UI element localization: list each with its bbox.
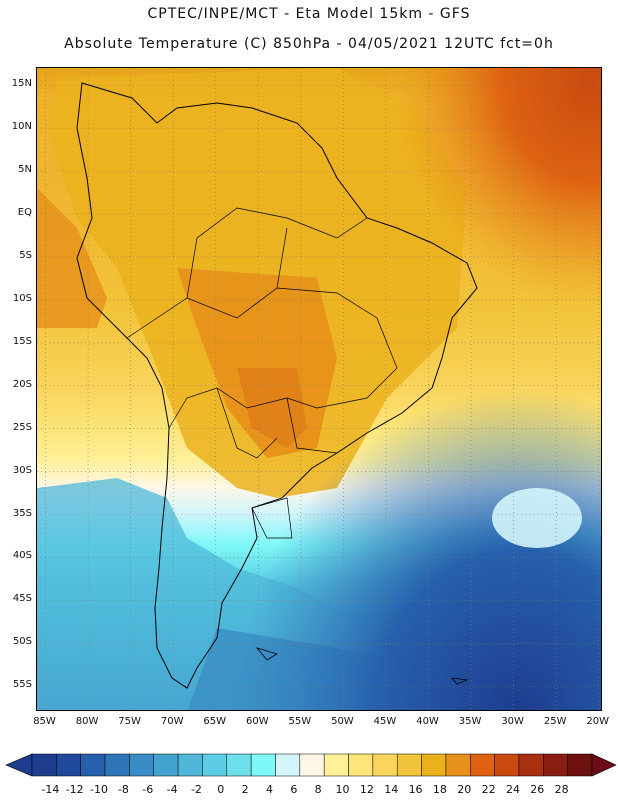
color-scale-swatch: [543, 753, 568, 777]
lat-label: 40S: [12, 550, 32, 562]
lat-label: 10S: [12, 292, 32, 304]
color-scale-label: -12: [65, 783, 84, 796]
color-scale-label: 0: [217, 783, 225, 796]
lon-label: 25W: [543, 716, 567, 727]
lat-label: 50S: [12, 636, 32, 648]
map-title-line-2: Absolute Temperature (C) 850hPa - 04/05/…: [64, 36, 554, 52]
color-scale-label: 18: [432, 783, 447, 796]
lat-label: 55S: [12, 679, 32, 691]
lat-label: 20S: [12, 378, 32, 390]
lat-lon-grid: [37, 68, 601, 710]
color-scale-swatch: [348, 753, 374, 777]
temperature-map: [36, 67, 602, 711]
color-scale-swatch: [104, 753, 130, 777]
color-scale-swatch: [372, 753, 398, 777]
lat-label: 25S: [12, 421, 32, 433]
color-scale-label: 6: [290, 783, 298, 796]
color-scale-swatch: [445, 753, 471, 777]
color-scale-swatch: [129, 753, 154, 777]
color-scale-swatch: [299, 753, 325, 777]
lat-label: 35S: [12, 507, 32, 519]
color-scale-swatch: [421, 753, 447, 777]
color-scale-swatch: [226, 753, 252, 777]
lon-label: 75W: [118, 716, 141, 727]
color-scale-swatch: [80, 753, 106, 777]
country-borders: [126, 207, 398, 539]
color-scale-bar: [5, 753, 617, 777]
color-scale-label: 4: [265, 783, 273, 796]
color-scale-swatch: [153, 753, 179, 777]
color-scale-label: 26: [530, 783, 545, 796]
lon-label: 80W: [75, 716, 99, 727]
color-scale-label: -2: [190, 783, 202, 796]
lon-label: 40W: [416, 716, 439, 727]
color-scale-swatch: [275, 753, 301, 777]
color-scale-label: 12: [359, 783, 374, 796]
lat-label: 15N: [11, 78, 32, 90]
under-range-triangle: [5, 753, 33, 777]
lat-label: 45S: [12, 593, 32, 605]
color-scale-label: 14: [384, 783, 399, 796]
lat-label: 30S: [12, 464, 32, 476]
color-scale-swatch: [202, 753, 228, 777]
islands: [255, 647, 469, 685]
over-range-triangle: [591, 753, 617, 777]
color-scale-swatch: [567, 753, 593, 777]
color-scale-label: 20: [457, 783, 472, 796]
color-scale-label: 28: [554, 783, 569, 796]
lon-label: 50W: [331, 716, 354, 727]
color-scale-swatch: [494, 753, 520, 777]
color-scale-label: -14: [41, 783, 60, 796]
color-scale-swatch: [323, 753, 349, 777]
color-scale-swatch: [56, 753, 81, 777]
color-scale-label: 22: [481, 783, 496, 796]
lat-label: 5N: [18, 164, 32, 176]
color-scale-swatch: [518, 753, 544, 777]
color-scale-label: -8: [117, 783, 129, 796]
color-scale-label: 10: [335, 783, 350, 796]
color-scale-label: 16: [408, 783, 423, 796]
color-scale-swatch: [470, 753, 495, 777]
map-title-line-1: CPTEC/INPE/MCT - Eta Model 15km - GFS: [147, 6, 471, 22]
south-america-coastline: [76, 82, 478, 689]
color-scale-label: 2: [241, 783, 249, 796]
lon-label: 20W: [586, 716, 610, 727]
color-scale-label: 24: [505, 783, 520, 796]
lon-label: 70W: [160, 716, 184, 727]
lat-label: 5S: [19, 249, 32, 261]
color-scale-label: -4: [166, 783, 178, 796]
color-scale-label: -10: [90, 783, 109, 796]
color-scale-swatch: [396, 753, 422, 777]
lon-label: 85W: [33, 716, 56, 727]
cool-atlantic-patch: [492, 488, 582, 548]
color-scale-swatch: [177, 753, 203, 777]
lat-label: EQ: [17, 206, 32, 218]
lon-label: 65W: [203, 716, 227, 727]
color-scale-label: 8: [314, 783, 322, 796]
lon-label: 55W: [288, 716, 312, 727]
temperature-field: [37, 68, 601, 710]
lat-label: 10N: [11, 121, 32, 133]
lon-label: 35W: [458, 716, 482, 727]
lon-label: 30W: [501, 716, 524, 727]
color-scale-label: -6: [142, 783, 154, 796]
lat-label: 15S: [12, 335, 32, 347]
color-scale-swatch: [250, 753, 276, 777]
cold-south-atlantic-region: [37, 68, 601, 710]
lon-label: 60W: [245, 716, 269, 727]
color-scale-swatch: [31, 753, 57, 777]
lon-label: 45W: [373, 716, 397, 727]
